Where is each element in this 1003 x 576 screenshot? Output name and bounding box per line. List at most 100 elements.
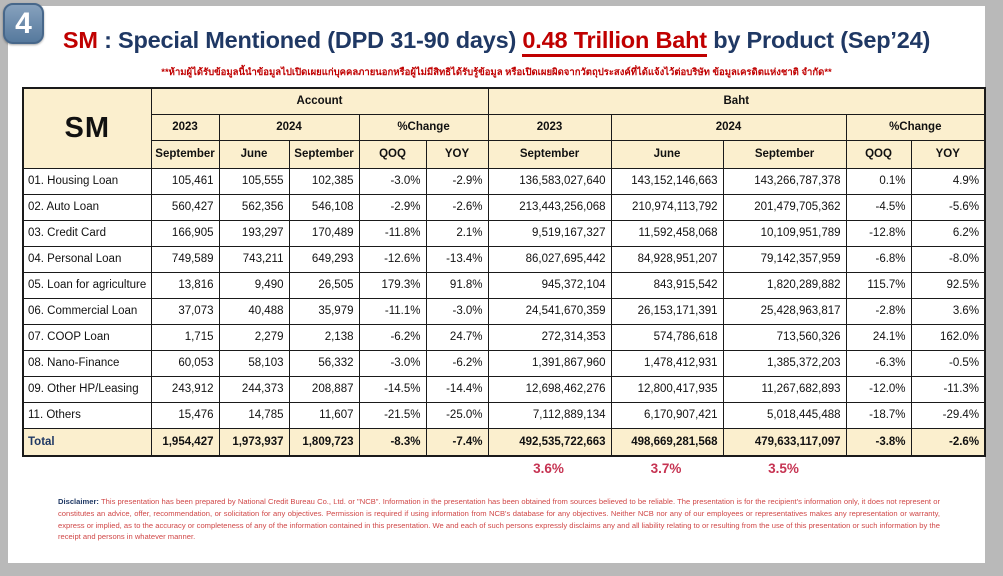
disclaimer-text: Disclaimer: This presentation has been p… xyxy=(58,496,940,543)
cell: 574,786,618 xyxy=(610,323,724,351)
cell: 60,053 xyxy=(150,349,220,377)
cell: 12,698,462,276 xyxy=(487,375,612,403)
cell: 11,592,458,068 xyxy=(610,219,724,247)
cell: 143,266,787,378 xyxy=(722,167,847,195)
header-baht-june-2024: June xyxy=(610,139,724,169)
cell: 91.8% xyxy=(425,271,489,299)
cell: 166,905 xyxy=(150,219,220,247)
cell: -6.2% xyxy=(425,349,489,377)
cell: 243,912 xyxy=(150,375,220,403)
cell: -2.9% xyxy=(358,193,427,221)
header-account-pct-change: %Change xyxy=(358,113,489,141)
cell: -2.9% xyxy=(425,167,489,195)
cell: 3.6% xyxy=(910,297,986,325)
total-label: Total xyxy=(22,427,152,457)
cell: 7,112,889,134 xyxy=(487,401,612,429)
cell: 843,915,542 xyxy=(610,271,724,299)
disclaimer-label: Disclaimer: xyxy=(58,497,99,506)
row-label: 08. Nano-Finance xyxy=(22,349,152,377)
cell: 6,170,907,421 xyxy=(610,401,724,429)
cell: -12.0% xyxy=(845,375,912,403)
table-wrap: SM Account Baht 2023 2024 %Change 2023 2… xyxy=(22,87,987,457)
cell: 12,800,417,935 xyxy=(610,375,724,403)
total-cell: 498,669,281,568 xyxy=(610,427,724,457)
row-label: 01. Housing Loan xyxy=(22,167,152,195)
cell: -6.3% xyxy=(845,349,912,377)
total-cell: 492,535,722,663 xyxy=(487,427,612,457)
total-cell: -2.6% xyxy=(910,427,986,457)
header-account: Account xyxy=(150,87,489,115)
table-row: 03. Credit Card 166,905 193,297 170,489 … xyxy=(22,219,986,247)
cell: -6.8% xyxy=(845,245,912,273)
sm-data-table: SM Account Baht 2023 2024 %Change 2023 2… xyxy=(22,87,987,457)
header-account-2024: 2024 xyxy=(218,113,360,141)
cell: -11.8% xyxy=(358,219,427,247)
cell: 1,715 xyxy=(150,323,220,351)
cell: 208,887 xyxy=(288,375,360,403)
header-baht-pct-change: %Change xyxy=(845,113,986,141)
cell: 35,979 xyxy=(288,297,360,325)
cell: 162.0% xyxy=(910,323,986,351)
cell: 213,443,256,068 xyxy=(487,193,612,221)
cell: 24.1% xyxy=(845,323,912,351)
cell: 105,555 xyxy=(218,167,290,195)
cell: 179.3% xyxy=(358,271,427,299)
coverage-sep-2024: 3.5% xyxy=(768,461,799,476)
cell: 1,820,289,882 xyxy=(722,271,847,299)
table-row: 05. Loan for agriculture 13,816 9,490 26… xyxy=(22,271,986,299)
cell: 24,541,670,359 xyxy=(487,297,612,325)
cell: -2.8% xyxy=(845,297,912,325)
cell: -21.5% xyxy=(358,401,427,429)
cell: 58,103 xyxy=(218,349,290,377)
cell: 546,108 xyxy=(288,193,360,221)
cell: 1,478,412,931 xyxy=(610,349,724,377)
cell: -14.5% xyxy=(358,375,427,403)
coverage-jun-2024: 3.7% xyxy=(650,461,682,476)
cell: -3.0% xyxy=(358,167,427,195)
coverage-sep-2023: 3.6% xyxy=(533,461,564,476)
row-label: 09. Other HP/Leasing xyxy=(22,375,152,403)
cell: -14.4% xyxy=(425,375,489,403)
corner-header-sm: SM xyxy=(22,87,152,169)
coverage-percentages: 3.6% 3.7% 3.5% xyxy=(22,457,984,483)
cell: 9,519,167,327 xyxy=(487,219,612,247)
header-account-yoy: YOY xyxy=(425,139,489,169)
cell: 11,607 xyxy=(288,401,360,429)
header-account-qoq: QOQ xyxy=(358,139,427,169)
total-cell: -7.4% xyxy=(425,427,489,457)
cell: 170,489 xyxy=(288,219,360,247)
total-cell: -8.3% xyxy=(358,427,427,457)
cell: 26,505 xyxy=(288,271,360,299)
cell: 115.7% xyxy=(845,271,912,299)
total-row: Total 1,954,427 1,973,937 1,809,723 -8.3… xyxy=(22,427,986,457)
cell: 6.2% xyxy=(910,219,986,247)
cell: 210,974,113,792 xyxy=(610,193,724,221)
table-row: 01. Housing Loan 105,461 105,555 102,385… xyxy=(22,167,986,195)
table-row: 06. Commercial Loan 37,073 40,488 35,979… xyxy=(22,297,986,325)
cell: 193,297 xyxy=(218,219,290,247)
page-title: SM : Special Mentioned (DPD 31-90 days) … xyxy=(8,6,985,57)
row-label: 07. COOP Loan xyxy=(22,323,152,351)
header-baht-september-2024: September xyxy=(722,139,847,169)
cell: 37,073 xyxy=(150,297,220,325)
cell: -0.5% xyxy=(910,349,986,377)
total-cell: 479,633,117,097 xyxy=(722,427,847,457)
title-highlight-amount: 0.48 Trillion Baht xyxy=(522,27,707,57)
cell: 945,372,104 xyxy=(487,271,612,299)
table-row: 07. COOP Loan 1,715 2,279 2,138 -6.2% 24… xyxy=(22,323,986,351)
cell: 143,152,146,663 xyxy=(610,167,724,195)
cell: 86,027,695,442 xyxy=(487,245,612,273)
header-baht-september-2023: September xyxy=(487,139,612,169)
cell: 9,490 xyxy=(218,271,290,299)
cell: 4.9% xyxy=(910,167,986,195)
row-label: 02. Auto Loan xyxy=(22,193,152,221)
cell: 749,589 xyxy=(150,245,220,273)
cell: 10,109,951,789 xyxy=(722,219,847,247)
cell: -11.1% xyxy=(358,297,427,325)
total-cell: -3.8% xyxy=(845,427,912,457)
table-row: 11. Others 15,476 14,785 11,607 -21.5% -… xyxy=(22,401,986,429)
total-cell: 1,973,937 xyxy=(218,427,290,457)
title-text-before: Special Mentioned (DPD 31-90 days) xyxy=(118,27,523,53)
cell: 272,314,353 xyxy=(487,323,612,351)
cell: 5,018,445,488 xyxy=(722,401,847,429)
